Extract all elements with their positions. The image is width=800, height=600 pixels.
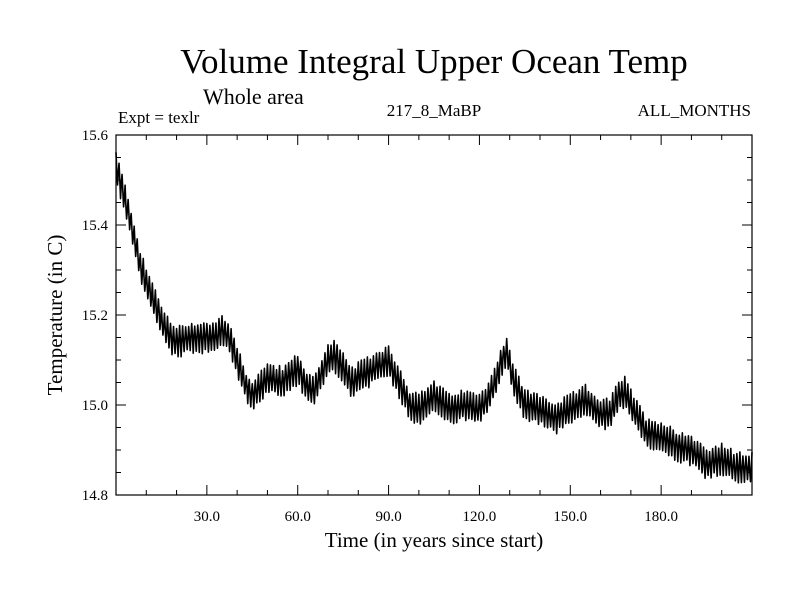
chart-subtitle: Whole area — [203, 84, 304, 109]
y-tick-label: 15.4 — [82, 218, 109, 234]
y-tick-label: 15.6 — [82, 128, 109, 144]
y-axis-ticks: 14.8 15.0 15.2 15.4 15.6 — [82, 128, 752, 504]
x-axis-ticks: 30.0 60.0 90.0 120.0 150.0 180.0 — [145, 135, 723, 525]
x-tick-label: 90.0 — [375, 509, 401, 525]
x-tick-label: 120.0 — [463, 509, 497, 525]
run-label: 217_8_MaBP — [387, 101, 481, 120]
x-tick-label: 150.0 — [553, 509, 587, 525]
x-tick-label: 60.0 — [285, 509, 311, 525]
series-line — [115, 152, 753, 484]
months-label: ALL_MONTHS — [638, 101, 751, 120]
series-group — [115, 152, 753, 484]
y-tick-label: 15.2 — [82, 308, 108, 324]
plot-frame — [115, 134, 753, 496]
expt-label: Expt = texlr — [118, 108, 200, 127]
x-tick-label: 30.0 — [194, 509, 220, 525]
x-axis-label: Time (in years since start) — [325, 528, 544, 552]
chart-title: Volume Integral Upper Ocean Temp — [180, 42, 687, 81]
x-tick-label: 180.0 — [644, 509, 678, 525]
y-axis-label: Temperature (in C) — [43, 235, 67, 396]
y-tick-label: 15.0 — [82, 398, 108, 414]
y-tick-label: 14.8 — [82, 488, 108, 504]
